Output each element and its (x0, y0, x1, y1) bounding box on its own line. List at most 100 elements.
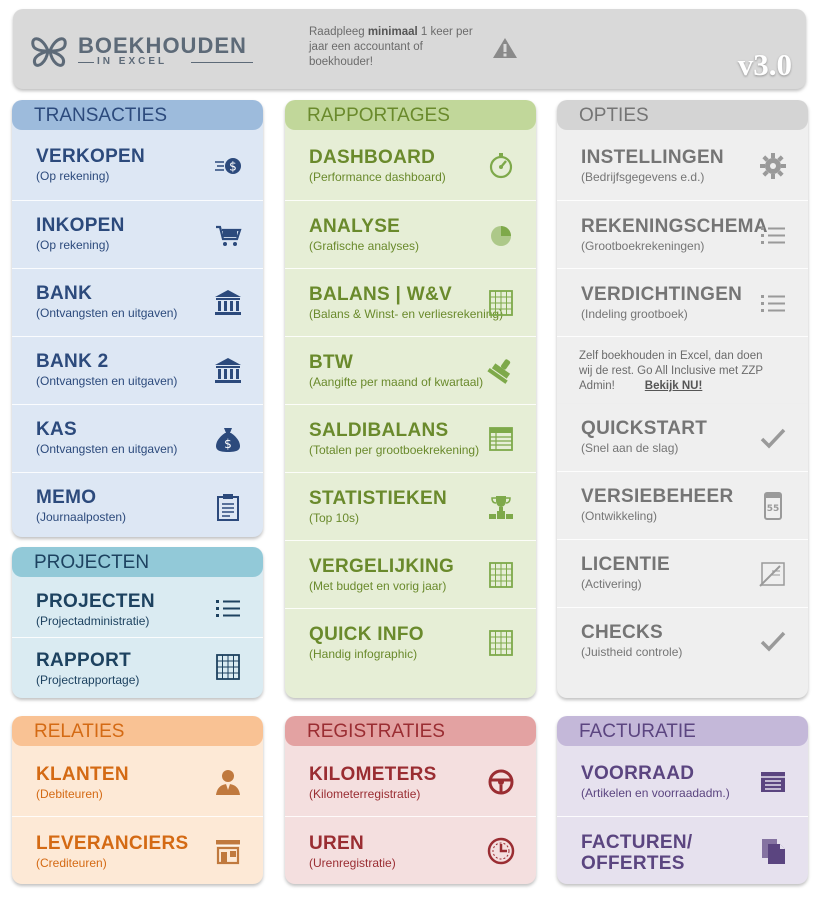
rapportages-item-quick-info[interactable]: QUICK INFO (Handig infographic) (285, 608, 536, 677)
item-subtitle: (Crediteuren) (36, 856, 107, 870)
note-text-pre: Raadpleeg (309, 26, 368, 38)
transacties-item-bank-2[interactable]: BANK 2 (Ontvangsten en uitgaven) (12, 336, 263, 405)
item-icon-wrap (758, 288, 788, 318)
app-header: BOEKHOUDEN IN EXCEL Raadpleeg minimaal 1… (13, 9, 806, 89)
opties-item-versiebeheer[interactable]: VERSIEBEHEER (Ontwikkeling) 55 (557, 471, 808, 540)
promo-link[interactable]: Bekijk NU! (644, 380, 703, 392)
calendar-icon: 55 (764, 492, 782, 520)
opties-item-checks[interactable]: CHECKS (Juistheid controle) (557, 607, 808, 674)
item-icon-wrap (486, 628, 516, 658)
item-subtitle: (Kilometerregistratie) (309, 787, 421, 801)
box-icon (761, 772, 785, 792)
moneybag-icon: $ (216, 428, 240, 452)
item-title: KLANTEN (36, 764, 129, 785)
item-icon-wrap: $ (213, 151, 243, 181)
item-subtitle: (Met budget en vorig jaar) (309, 579, 447, 593)
item-icon-wrap (758, 559, 788, 589)
projecten-item-projecten[interactable]: PROJECTEN (Projectadministratie) (12, 579, 263, 637)
item-subtitle: (Ontvangsten en uitgaven) (36, 374, 178, 388)
relaties-item-klanten[interactable]: KLANTEN (Debiteuren) (12, 748, 263, 816)
item-title: REKENINGSCHEMA (581, 216, 768, 237)
item-title: BALANS | W&V (309, 284, 452, 305)
rapportages-item-balans-w-v[interactable]: BALANS | W&V (Balans & Winst- en verliesr… (285, 268, 536, 337)
item-icon-wrap (758, 423, 788, 453)
item-title: KAS (36, 419, 78, 440)
logo-line-right (191, 62, 253, 63)
item-icon-wrap: 55 (758, 491, 788, 521)
rapportages-item-statistieken[interactable]: STATISTIEKEN (Top 10s) (285, 472, 536, 541)
transacties-item-kas[interactable]: KAS (Ontvangsten en uitgaven) $ (12, 404, 263, 473)
item-subtitle: (Snel aan de slag) (581, 441, 679, 455)
opties-item-verdichtingen[interactable]: VERDICHTINGEN (Indeling grootboek) (557, 268, 808, 337)
list-icon (216, 600, 240, 617)
opties-panel: OPTIES INSTELLINGEN (Bedrijfsgegevens e.d… (557, 100, 808, 698)
item-title: VERDICHTINGEN (581, 284, 743, 305)
item-subtitle: (Projectadministratie) (36, 614, 150, 628)
note-text-bold: minimaal (367, 26, 418, 38)
relaties-panel: RELATIES KLANTEN (Debiteuren) LEVERANCIERS… (12, 716, 263, 884)
item-subtitle: (Balans & Winst- en verliesrekening) (309, 307, 504, 321)
projecten-panel: PROJECTEN PROJECTEN (Projectadministratie… (12, 547, 263, 698)
item-title: VERKOPEN (36, 146, 146, 167)
rapportages-item-vergelijking[interactable]: VERGELIJKING (Met budget en vorig jaar) (285, 540, 536, 609)
opties-item-instellingen[interactable]: INSTELLINGEN (Bedrijfsgegevens e.d.) (557, 132, 808, 200)
registraties-item-kilometers[interactable]: KILOMETERS (Kilometerregistratie) (285, 748, 536, 816)
item-title-line2: OFFERTES (581, 853, 685, 874)
facturatie-panel: FACTURATIE VOORRAAD (Artikelen en voorraa… (557, 716, 808, 884)
item-icon-wrap (213, 288, 243, 318)
rapportages-item-analyse[interactable]: ANALYSE (Grafische analyses) (285, 200, 536, 269)
opties-item-rekeningschema[interactable]: REKENINGSCHEMA (Grootboekrekeningen) (557, 200, 808, 269)
item-subtitle: (Grafische analyses) (309, 239, 420, 253)
item-icon-wrap (758, 626, 788, 656)
item-subtitle: (Op rekening) (36, 169, 110, 183)
rapportages-header: RAPPORTAGES (285, 100, 536, 130)
item-icon-wrap (486, 356, 516, 386)
item-title: INSTELLINGEN (581, 147, 724, 168)
clock-icon (487, 837, 515, 865)
facturatie-header: FACTURATIE (557, 716, 808, 746)
butterfly-logo-icon (31, 37, 67, 67)
projecten-item-rapport[interactable]: RAPPORT (Projectrapportage) (12, 637, 263, 696)
item-subtitle: (Top 10s) (309, 511, 360, 525)
warning-icon (493, 38, 517, 58)
facturatie-item-facturen[interactable]: FACTUREN/OFFERTES (557, 816, 808, 884)
rapportages-item-dashboard[interactable]: DASHBOARD (Performance dashboard) (285, 132, 536, 200)
item-title: FACTUREN/ (581, 832, 693, 853)
transacties-item-verkopen[interactable]: VERKOPEN (Op rekening) $ (12, 132, 263, 200)
rapportages-title: RAPPORTAGES (307, 105, 450, 126)
rapportages-item-btw[interactable]: BTW (Aangifte per maand of kwartaal) (285, 336, 536, 405)
transacties-item-bank[interactable]: BANK (Ontvangsten en uitgaven) (12, 268, 263, 337)
item-title: QUICKSTART (581, 418, 708, 439)
registraties-item-uren[interactable]: UREN (Urenregistratie) (285, 816, 536, 884)
grid-icon (489, 562, 513, 588)
item-subtitle: (Ontvangsten en uitgaven) (36, 442, 178, 456)
pie-chart-icon (491, 226, 511, 246)
item-title: INKOPEN (36, 215, 125, 236)
transacties-header: TRANSACTIES (12, 100, 263, 130)
item-title: BTW (309, 352, 354, 373)
item-title: LICENTIE (581, 554, 670, 575)
item-icon-wrap (213, 220, 243, 250)
item-title: VERSIEBEHEER (581, 486, 734, 507)
store-icon (216, 840, 240, 865)
checkmark-icon (760, 631, 786, 652)
transacties-item-memo[interactable]: MEMO (Journaalposten) (12, 472, 263, 537)
checkmark-icon (760, 428, 786, 449)
transacties-panel: TRANSACTIES VERKOPEN (Op rekening) $ INKOPE… (12, 100, 263, 537)
item-title: BANK 2 (36, 351, 109, 372)
facturatie-item-voorraad[interactable]: VOORRAAD (Artikelen en voorraadadm.) (557, 748, 808, 816)
item-subtitle: (Indeling grootboek) (581, 307, 688, 321)
item-icon-wrap (486, 836, 516, 866)
item-title: ANALYSE (309, 216, 401, 237)
item-title: VERGELIJKING (309, 556, 455, 577)
opties-item-licentie[interactable]: LICENTIE (Activering) (557, 539, 808, 608)
relaties-item-leveranciers[interactable]: LEVERANCIERS (Crediteuren) (12, 816, 263, 884)
item-subtitle: (Grootboekrekeningen) (581, 239, 705, 253)
projecten-header: PROJECTEN (12, 547, 263, 577)
item-subtitle: (Activering) (581, 577, 642, 591)
transacties-item-inkopen[interactable]: INKOPEN (Op rekening) (12, 200, 263, 269)
rapportages-item-saldibalans[interactable]: SALDIBALANS (Totalen per grootboekrekenin… (285, 404, 536, 473)
item-title: PROJECTEN (36, 591, 155, 612)
opties-item-quickstart[interactable]: QUICKSTART (Snel aan de slag) (557, 403, 808, 472)
facturatie-title: FACTURATIE (579, 721, 696, 742)
